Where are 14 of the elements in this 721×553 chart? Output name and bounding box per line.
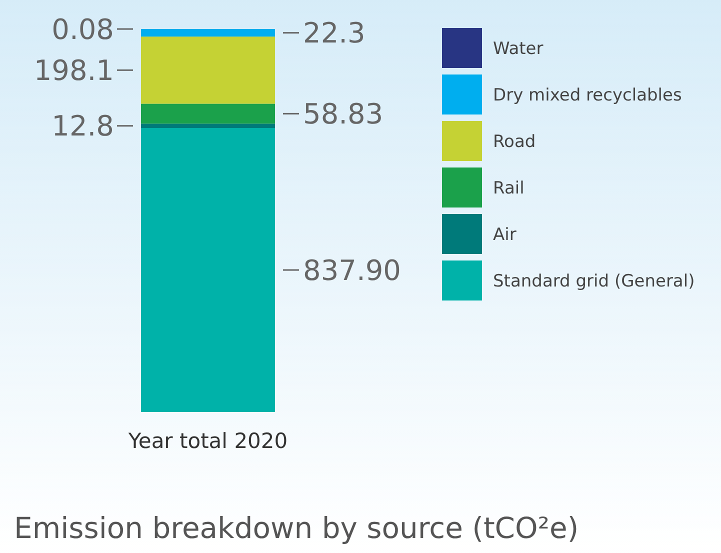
legend-label: Dry mixed recyclables bbox=[493, 85, 682, 106]
data-label: 837.90 bbox=[303, 254, 401, 287]
data-label: 58.83 bbox=[303, 98, 384, 130]
x-tick-label: Year total 2020 bbox=[127, 429, 288, 453]
legend-label: Air bbox=[493, 224, 516, 245]
text: Emission breakdown by source (tCO²e) bbox=[14, 511, 579, 545]
legend-label: Standard grid (General) bbox=[493, 271, 695, 292]
data-label: 12.8 bbox=[52, 110, 114, 143]
data-label: 198.1 bbox=[34, 54, 114, 87]
data-label: 0.08 bbox=[52, 12, 114, 46]
legend-label: Water bbox=[493, 38, 544, 59]
data-label: 22.3 bbox=[303, 16, 366, 50]
legend-label: Road bbox=[493, 132, 536, 152]
legend-label: Rail bbox=[493, 178, 524, 198]
